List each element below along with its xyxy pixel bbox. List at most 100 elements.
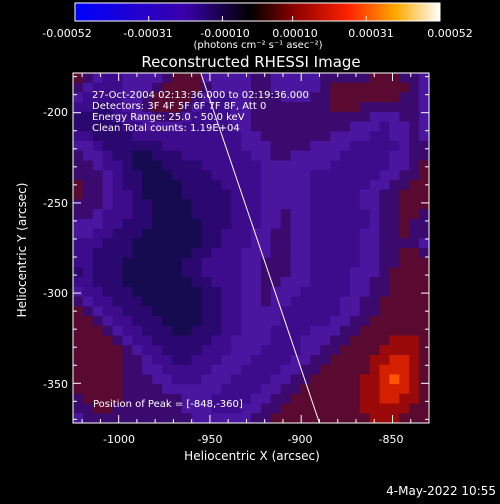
heatmap-cell (340, 199, 351, 210)
heatmap-cell (280, 325, 292, 337)
heatmap-cell (251, 296, 262, 307)
heatmap-cell (359, 170, 371, 181)
heatmap-cell (82, 345, 94, 356)
heatmap-cell (152, 267, 163, 278)
heatmap-cell (270, 73, 282, 84)
plot-frame (72, 72, 430, 424)
heatmap-cell (270, 141, 282, 152)
heatmap-cell (122, 296, 133, 307)
heatmap-cell (399, 403, 410, 414)
heatmap-cell (359, 160, 371, 171)
heatmap-cell (171, 267, 183, 278)
heatmap-cell (142, 111, 153, 123)
heatmap-cell (300, 257, 311, 269)
heatmap-cell (221, 82, 232, 94)
heatmap-cell (241, 131, 252, 142)
heatmap-cell (92, 150, 104, 162)
heatmap-cell (270, 393, 282, 405)
heatmap-cell (82, 209, 94, 220)
heatmap-cell (251, 403, 262, 414)
heatmap-cell (409, 189, 420, 200)
heatmap-cell (340, 267, 351, 278)
heatmap-cell (320, 160, 331, 171)
heatmap-cell (221, 354, 232, 366)
heatmap-cell (132, 316, 143, 327)
heatmap-cell (152, 199, 163, 210)
heatmap-cell (162, 82, 173, 94)
heatmap-cell (399, 238, 410, 249)
heatmap-cell (122, 325, 133, 337)
heatmap-cell (320, 413, 331, 423)
heatmap-cell (132, 111, 143, 123)
heatmap-cell (221, 393, 232, 405)
heatmap-cell (300, 131, 311, 142)
heatmap-cell (82, 286, 94, 298)
heatmap-cell (409, 354, 420, 366)
heatmap-cell (142, 384, 153, 395)
heatmap-cell (142, 160, 153, 171)
heatmap-cell (300, 325, 311, 337)
heatmap-cell (231, 209, 242, 220)
heatmap-cell (181, 111, 193, 123)
heatmap-cell (162, 160, 173, 171)
heatmap-cell (369, 345, 381, 356)
heatmap-cell (340, 335, 351, 346)
heatmap-cell (270, 82, 282, 94)
heatmap-cell (310, 364, 321, 375)
heatmap-cell (251, 121, 262, 132)
heatmap-cell (251, 179, 262, 191)
heatmap-cell (340, 141, 351, 152)
heatmap-cell (152, 160, 163, 171)
heatmap-cell (221, 248, 232, 259)
heatmap-cell (132, 325, 143, 337)
heatmap-cell (132, 218, 143, 230)
heatmap-cell (409, 82, 420, 94)
heatmap-cell (409, 199, 420, 210)
heatmap-cell (399, 228, 410, 239)
heatmap-cell (73, 150, 84, 162)
heatmap-cell (221, 189, 232, 200)
heatmap-cell (73, 111, 84, 123)
heatmap-cell (132, 413, 143, 423)
heatmap-cell (389, 325, 400, 337)
heatmap-cell (142, 296, 153, 307)
heatmap-cell (300, 121, 311, 132)
heatmap-cell (290, 189, 302, 200)
heatmap-cell (152, 92, 163, 103)
heatmap-cell (419, 121, 429, 132)
heatmap-cell (251, 248, 262, 259)
heatmap-cell (112, 209, 124, 220)
heatmap-cell (201, 131, 213, 142)
heatmap-cell (122, 364, 133, 375)
heatmap-cell (270, 354, 282, 366)
colorbar-tick-label: -0.00031 (123, 27, 172, 40)
heatmap-cell (330, 160, 341, 171)
heatmap-cell (142, 199, 153, 210)
heatmap-cell (142, 121, 153, 132)
heatmap-cell (369, 374, 381, 385)
heatmap-cell (320, 316, 331, 327)
heatmap-cell (330, 306, 341, 317)
heatmap-cell (152, 257, 163, 269)
heatmap-cell (389, 238, 400, 249)
heatmap-cell (340, 354, 351, 366)
heatmap-cell (241, 238, 252, 249)
heatmap-cell (359, 131, 371, 142)
heatmap-cell (132, 228, 143, 239)
heatmap-cell (379, 170, 391, 181)
heatmap-cell (92, 111, 104, 123)
heatmap-cell (359, 189, 371, 200)
heatmap-cell (300, 286, 311, 298)
heatmap-cell (270, 316, 282, 327)
heatmap-cell (280, 364, 292, 375)
heatmap-cell (201, 141, 213, 152)
heatmap-cell (122, 199, 133, 210)
heatmap-cell (270, 131, 282, 142)
heatmap-cell (221, 257, 232, 269)
heatmap-cell (231, 316, 242, 327)
heatmap-cell (162, 306, 173, 317)
heatmap-cell (409, 306, 420, 317)
heatmap-cell (330, 170, 341, 181)
heatmap-cell (142, 170, 153, 181)
heatmap-cell (280, 306, 292, 317)
